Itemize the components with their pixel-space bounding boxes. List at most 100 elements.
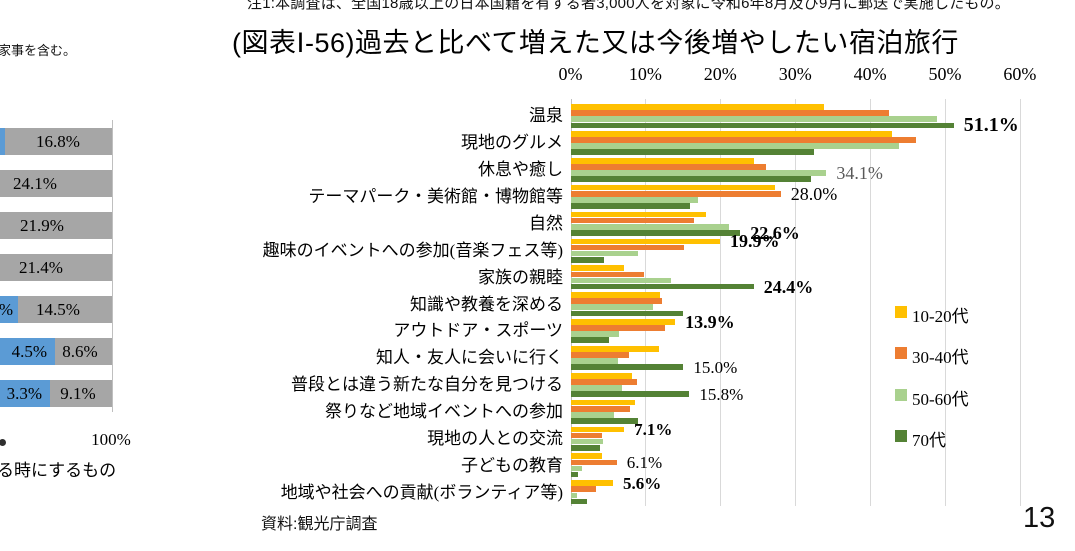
bar-50-60代	[571, 277, 671, 284]
data-label: 19.9%	[730, 231, 780, 252]
left-bar-blue	[0, 338, 55, 365]
bar-10-20代	[571, 157, 754, 164]
bar-50-60代	[571, 411, 615, 418]
category-label: アウトドア・スポーツ	[393, 321, 563, 341]
left-bar-blue-label: 3.3%	[6, 384, 42, 403]
bar-70代	[571, 122, 954, 129]
data-label: 34.1%	[836, 162, 883, 183]
data-label: 24.4%	[763, 276, 814, 297]
left-bar-gray-label: 9.1%	[60, 384, 96, 403]
category-label: 知人・友人に会いに行く	[376, 348, 563, 368]
x-axis-tick-label: 10%	[628, 64, 662, 84]
left-bar-gray-label: 14.5%	[36, 300, 80, 319]
bar-10-20代	[571, 104, 825, 110]
data-label: 22.6%	[750, 222, 800, 243]
x-axis-tick-label: 20%	[703, 64, 737, 84]
data-label: 13.9%	[685, 311, 735, 332]
x-axis-tick-label: 40%	[853, 64, 887, 84]
bar-70代	[571, 149, 815, 156]
gridline	[1019, 99, 1021, 506]
category-label: 地域や社会への貢献(ボランティア等)	[280, 482, 563, 502]
left-bar-gray	[18, 296, 112, 323]
data-label: 5.6%	[622, 473, 662, 493]
bar-10-20代	[571, 399, 635, 406]
bar-30-40代	[571, 190, 781, 197]
left-chart-axis-max-label: 100%	[91, 430, 131, 449]
bar-70代	[571, 176, 812, 182]
category-label: 現地のグルメ	[461, 133, 563, 153]
legend-swatch-70代	[895, 429, 907, 442]
bar-70代	[571, 337, 610, 344]
bar-70代	[571, 444, 601, 451]
bar-50-60代	[571, 438, 604, 445]
left-bar-gray-label: 24.1%	[13, 174, 57, 193]
left-bar-gray-label: 21.9%	[20, 216, 64, 235]
data-label: 7.1%	[634, 419, 673, 439]
category-label: テーマパーク・美術館・博物館等	[308, 187, 563, 207]
bar-30-40代	[571, 271, 644, 278]
category-label: 知識や教養を深める	[410, 294, 563, 314]
source-note: 資料:観光庁調査	[261, 516, 378, 533]
bar-10-20代	[571, 426, 625, 433]
legend-swatch-10-20代	[895, 306, 907, 318]
gridline	[720, 99, 722, 506]
bar-30-40代	[571, 432, 603, 439]
bar-30-40代	[571, 459, 617, 466]
bar-30-40代	[571, 137, 916, 143]
bar-30-40代	[571, 486, 597, 493]
left-bar-blue	[0, 296, 18, 323]
survey-note: 注1:本調査は、全国18歳以上の日本国籍を有する者3,000人を対象に令和6年8…	[247, 0, 1010, 12]
category-label: 子どもの教育	[461, 455, 563, 475]
left-bar-gray	[55, 338, 112, 365]
bar-30-40代	[571, 217, 694, 224]
category-label: 現地の人との交流	[427, 428, 563, 448]
left-bar-gray-label: 21.4%	[19, 258, 63, 277]
category-label: 温泉	[529, 106, 563, 126]
legend-label-70代: 70代	[912, 430, 946, 450]
bar-70代	[571, 203, 691, 209]
left-fragment-caption: る時にするもの	[0, 461, 117, 480]
bar-70代	[571, 498, 587, 505]
data-label: 15.8%	[699, 384, 744, 404]
bar-30-40代	[571, 164, 766, 170]
x-axis-tick-label: 60%	[1003, 64, 1037, 84]
left-bar-gray-label: 8.6%	[62, 342, 98, 361]
category-label: 自然	[529, 213, 563, 233]
left-chart-axis-line	[111, 120, 113, 412]
bar-30-40代	[571, 244, 685, 251]
page-number: 13	[1023, 502, 1056, 534]
bar-10-20代	[571, 346, 659, 352]
bar-50-60代	[571, 223, 730, 230]
bar-50-60代	[571, 358, 619, 364]
left-fragment-note: 家事を含む。	[0, 43, 77, 58]
left-bar-gray	[5, 128, 112, 155]
legend-label-30-40代: 30-40代	[912, 348, 969, 368]
bar-70代	[571, 391, 690, 397]
bar-10-20代	[571, 292, 661, 298]
chart-title: (図表Ⅰ-56)過去と比べて増えた又は今後増やしたい宿泊旅行	[232, 28, 959, 58]
bar-10-20代	[571, 319, 676, 325]
category-label: 家族の親睦	[478, 267, 563, 287]
left-bar-gray	[0, 170, 112, 197]
category-label: 祭りなど地域イベントへの参加	[325, 401, 563, 421]
bar-50-60代	[571, 143, 900, 149]
x-axis-tick-label: 30%	[778, 64, 812, 84]
data-label: 51.1%	[963, 114, 1019, 137]
bar-70代	[571, 229, 741, 236]
bar-50-60代	[571, 492, 577, 499]
left-bar-gray	[0, 212, 112, 239]
x-axis-tick-label: 50%	[928, 64, 962, 84]
bar-30-40代	[571, 325, 666, 331]
bar-10-20代	[571, 184, 776, 191]
bar-70代	[571, 364, 684, 370]
category-label: 普段とは違う新たな自分を見つける	[291, 375, 563, 395]
data-label: 6.1%	[626, 452, 663, 472]
bar-10-20代	[571, 131, 893, 137]
gridline	[870, 99, 872, 506]
legend-label-50-60代: 50-60代	[912, 389, 969, 409]
bar-70代	[571, 418, 638, 424]
bar-30-40代	[571, 298, 663, 305]
